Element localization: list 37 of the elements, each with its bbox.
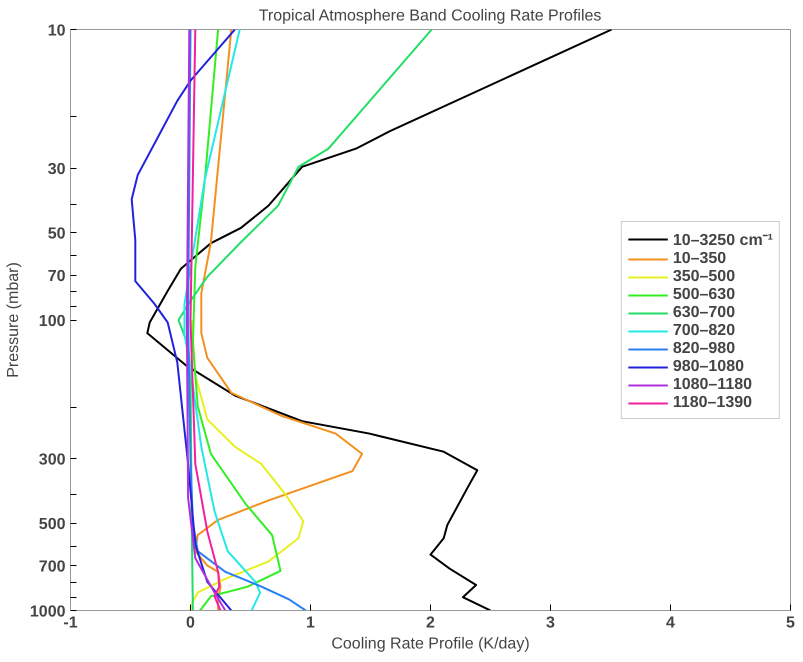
x-tick-label: 4 xyxy=(666,614,676,632)
x-axis-title: Cooling Rate Profile (K/day) xyxy=(331,636,530,652)
y-tick-label: 100 xyxy=(38,313,66,330)
legend-label: 10–3250 cm⁻¹ xyxy=(672,230,773,250)
legend-label: 820–980 xyxy=(672,340,736,358)
legend-label: 700–820 xyxy=(672,322,736,340)
line-series xyxy=(194,30,364,610)
line-series xyxy=(130,30,236,610)
y-tick-label: 50 xyxy=(48,226,66,243)
x-tick-label: -1 xyxy=(63,614,78,632)
y-tick-label: 300 xyxy=(38,452,66,469)
legend-label: 1080–1180 xyxy=(672,376,752,394)
line-series xyxy=(192,30,282,610)
chart-title: Tropical Atmosphere Band Cooling Rate Profiles xyxy=(258,8,602,24)
line-series xyxy=(178,30,433,610)
x-tick-label: 2 xyxy=(426,614,436,632)
line-series xyxy=(187,30,307,610)
y-tick-label: 30 xyxy=(48,161,66,178)
x-tick-label: 5 xyxy=(786,614,796,632)
y-tick-label: 500 xyxy=(38,516,66,534)
x-tick-label: 3 xyxy=(546,614,556,632)
y-tick-label: 1000 xyxy=(30,604,66,620)
x-tick-label: 0 xyxy=(186,614,196,632)
legend-label: 10–350 xyxy=(672,250,726,268)
y-axis-title: Pressure (mbar) xyxy=(4,262,22,378)
legend-label: 630–700 xyxy=(672,304,736,322)
legend-label: 1180–1390 xyxy=(672,394,752,412)
legend-label: 350–500 xyxy=(672,268,736,286)
y-tick-label: 70 xyxy=(48,268,66,285)
line-series xyxy=(146,30,613,610)
line-series xyxy=(184,30,262,610)
line-series xyxy=(190,319,304,610)
y-tick-label: 700 xyxy=(38,558,66,576)
x-tick-label: 1 xyxy=(306,614,316,632)
legend-label: 980–1080 xyxy=(672,358,744,376)
y-tick-label: 10 xyxy=(48,22,66,40)
legend-label: 500–630 xyxy=(672,286,736,304)
